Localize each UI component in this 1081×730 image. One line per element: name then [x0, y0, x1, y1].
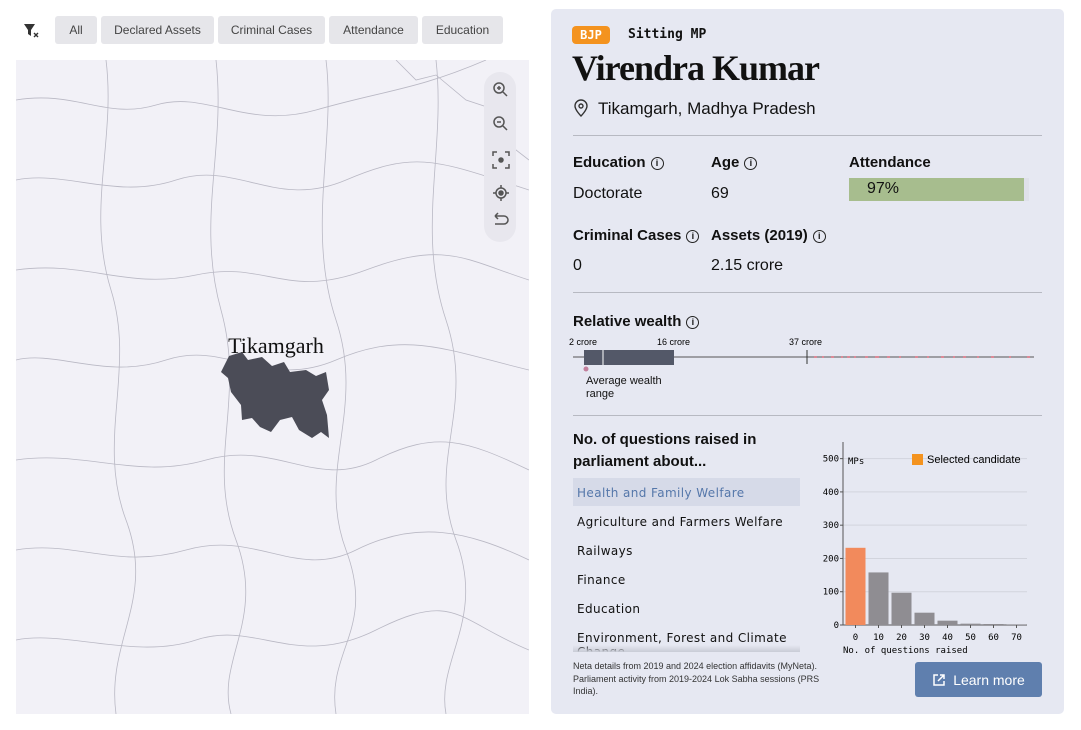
y-tick-label: 100	[823, 588, 839, 598]
bar	[868, 572, 889, 625]
field-value: 0	[573, 257, 582, 274]
district-boundaries	[16, 60, 529, 714]
field-label-text: Age	[711, 154, 740, 171]
candidate-dot	[583, 366, 589, 372]
topic-item[interactable]: Railways	[577, 544, 633, 558]
x-tick-label: 0	[853, 633, 858, 643]
field-value: 69	[711, 185, 729, 202]
map-control-icons[interactable]	[484, 72, 516, 242]
divider	[573, 292, 1042, 293]
filter-button[interactable]: Criminal Cases	[218, 16, 325, 44]
attendance-label: 97%	[867, 180, 900, 197]
y-axis-label: MPs	[848, 457, 864, 467]
field-label: Age i	[711, 154, 758, 171]
field-label-text: Criminal Cases	[573, 227, 682, 244]
filter-button[interactable]: Attendance	[329, 16, 418, 44]
divider	[573, 415, 1042, 416]
learn-more-button[interactable]: Learn more	[915, 662, 1042, 697]
filter-button[interactable]: Education	[422, 16, 503, 44]
x-tick-label: 40	[942, 633, 953, 643]
footer-note: Neta details from 2019 and 2024 election…	[573, 661, 820, 696]
topic-item[interactable]: Finance	[577, 573, 626, 587]
info-icon[interactable]: i	[650, 157, 664, 170]
map-controls	[484, 72, 516, 242]
filter-button[interactable]: Declared Assets	[101, 16, 214, 44]
y-tick-label: 400	[823, 488, 839, 498]
section-title-text: Relative wealth	[573, 313, 682, 330]
wealth-strip: 2 crore 16 crore 37 crore	[569, 337, 1034, 372]
x-tick-label: 50	[965, 633, 976, 643]
district-label: Tikamgarh	[228, 333, 324, 358]
field-label: Criminal Cases i	[573, 227, 700, 244]
info-icon[interactable]: i	[686, 316, 700, 329]
y-tick-label: 0	[834, 621, 839, 631]
status: Sitting MP	[628, 27, 707, 42]
attendance-bar	[849, 178, 1024, 201]
bar	[937, 620, 958, 625]
location: Tikamgarh, Madhya Pradesh	[598, 99, 816, 118]
topic-item[interactable]: Education	[577, 602, 641, 616]
bar	[891, 592, 912, 625]
candidate-name: Virendra Kumar	[572, 48, 820, 88]
map[interactable]: Tikamgarh	[16, 60, 529, 714]
field-label: Attendance	[849, 154, 931, 171]
info-icon[interactable]: i	[812, 230, 826, 243]
x-tick-label: 70	[1011, 633, 1022, 643]
attendance-track: 97%	[849, 178, 1029, 201]
y-tick-label: 200	[823, 554, 839, 564]
field-value: 2.15 crore	[711, 257, 784, 274]
bar	[914, 612, 935, 625]
x-tick-label: 30	[919, 633, 930, 643]
party-badge: BJP	[572, 26, 610, 44]
bar	[983, 624, 1004, 625]
x-axis-label: No. of questions raised	[843, 646, 968, 656]
x-tick-label: 60	[988, 633, 999, 643]
field-label: Assets (2019) i	[711, 227, 826, 244]
wealth-tick-label: 16 crore	[657, 337, 690, 347]
field-label-text: Assets (2019)	[711, 227, 808, 244]
topic-list: Health and Family Welfare Agriculture and…	[551, 9, 811, 652]
scroll-fade	[573, 645, 800, 652]
legend-swatch	[912, 454, 923, 465]
map-canvas[interactable]: Tikamgarh	[16, 60, 529, 714]
learn-more-label: Learn more	[953, 671, 1025, 688]
section-title: Relative wealth i	[573, 313, 700, 330]
legend-label: Selected candidate	[927, 454, 1021, 466]
bar	[845, 547, 866, 625]
info-icon[interactable]: i	[744, 157, 758, 170]
wealth-note: Average wealth range	[586, 375, 662, 400]
section-title: No. of questions raised in parliament ab…	[573, 431, 757, 470]
field-value: Doctorate	[573, 185, 643, 202]
topic-item[interactable]: Agriculture and Farmers Welfare	[577, 515, 784, 529]
x-tick-label: 20	[896, 633, 907, 643]
filter-button[interactable]: All	[55, 16, 97, 44]
topic-item[interactable]: Health and Family Welfare	[573, 478, 800, 506]
selected-district[interactable]	[221, 352, 329, 438]
y-tick-label: 500	[823, 455, 839, 465]
wealth-tick-label: 2 crore	[569, 337, 597, 347]
wealth-tick-label: 37 crore	[789, 337, 822, 347]
profile-panel: BJP Sitting MP Virendra Kumar Tikamgarh,…	[551, 9, 1064, 714]
divider	[573, 135, 1042, 136]
location-icon	[574, 99, 588, 117]
field-label-text: Education	[573, 154, 646, 171]
info-icon[interactable]: i	[686, 230, 700, 243]
external-link-icon	[933, 673, 945, 686]
wealth-range	[584, 350, 674, 365]
field-label: Education i	[573, 154, 664, 171]
bar	[960, 623, 981, 625]
clear-filter-icon[interactable]	[22, 22, 40, 40]
y-tick-label: 300	[823, 521, 839, 531]
x-tick-label: 10	[873, 633, 884, 643]
